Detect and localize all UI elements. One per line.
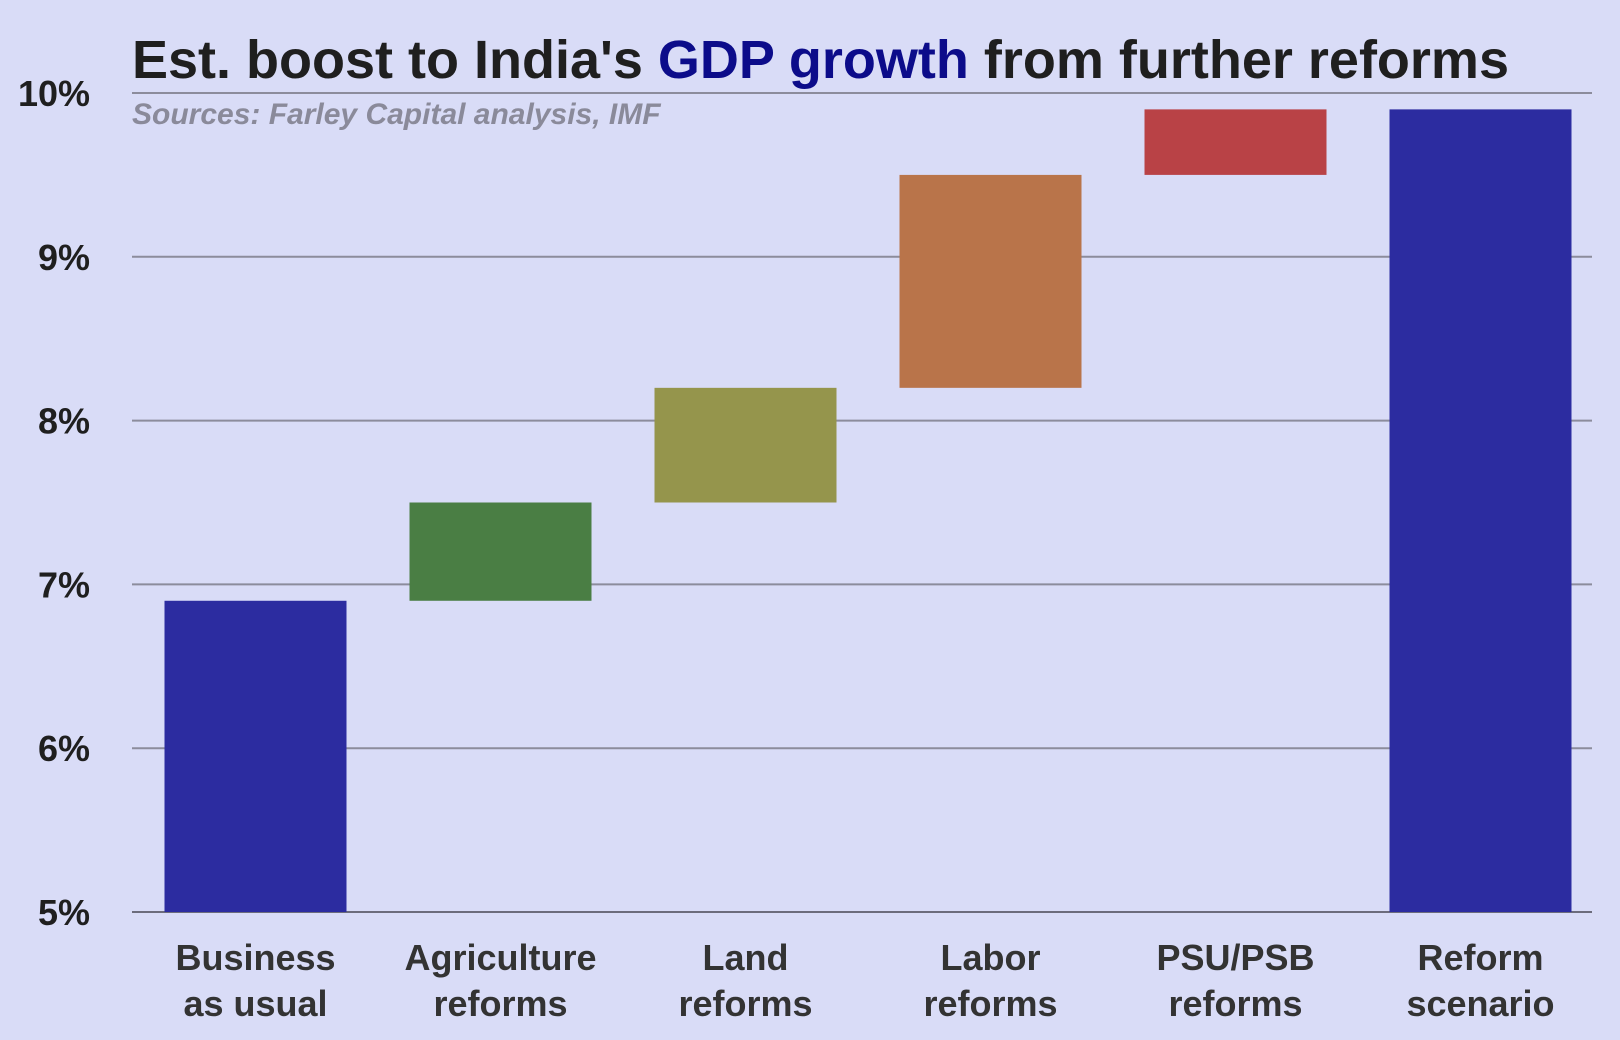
chart-source-note: Sources: Farley Capital analysis, IMF <box>132 98 661 131</box>
chart-title-after: from further reforms <box>969 30 1509 90</box>
bar <box>164 600 347 912</box>
gridlines <box>132 92 1592 913</box>
bar <box>1144 109 1327 175</box>
x-category-label: Land <box>703 937 789 978</box>
x-category-label: Agriculture <box>404 937 596 978</box>
bar <box>654 387 837 503</box>
x-category-label: Reform <box>1417 937 1543 978</box>
y-axis-ticks: 5% 6% 7% 8% 9% 10% <box>18 73 90 933</box>
y-tick-label: 5% <box>38 892 90 933</box>
chart-title-accent: GDP growth <box>658 30 969 90</box>
x-category-label: reforms <box>678 983 812 1024</box>
y-tick-label: 6% <box>38 728 90 769</box>
x-category-label: scenario <box>1406 983 1554 1024</box>
y-tick-label: 9% <box>38 237 90 278</box>
chart-title: Est. boost to India's GDP growth from fu… <box>132 30 1509 90</box>
x-category-label: reforms <box>1168 983 1302 1024</box>
x-category-label: Business <box>175 937 335 978</box>
x-category-label: Labor <box>940 937 1040 978</box>
x-category-label: as usual <box>183 983 327 1024</box>
y-tick-label: 10% <box>18 73 90 114</box>
y-tick-label: 8% <box>38 401 90 442</box>
x-category-label: reforms <box>433 983 567 1024</box>
bar <box>409 502 592 601</box>
x-category-label: PSU/PSB <box>1156 937 1314 978</box>
bar <box>1389 109 1572 912</box>
x-category-label: reforms <box>923 983 1057 1024</box>
bars <box>164 109 1572 912</box>
x-axis-categories: Business as usual Agriculture reforms Land re… <box>175 937 1554 1024</box>
chart-title-before: Est. boost to India's <box>132 30 658 90</box>
bar <box>899 174 1082 388</box>
y-tick-label: 7% <box>38 564 90 605</box>
